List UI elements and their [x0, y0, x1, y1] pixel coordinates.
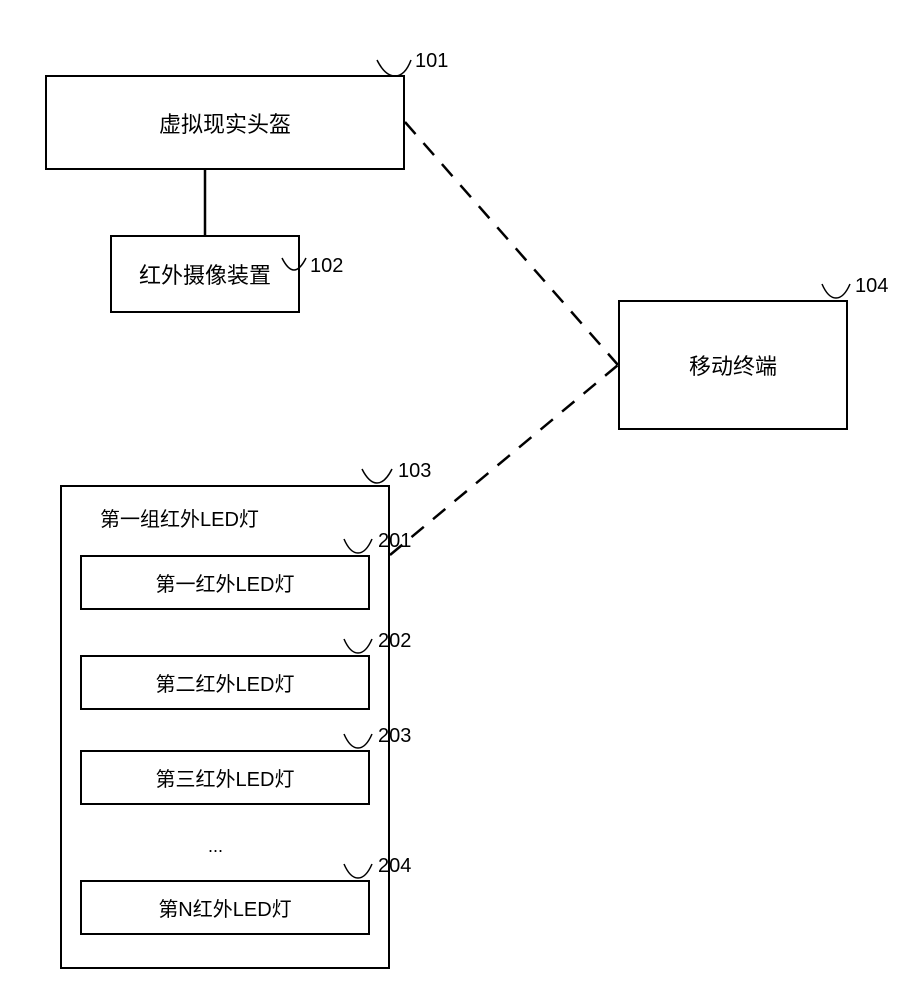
ref-103: 103 — [398, 460, 431, 483]
dashed-line-helmet-terminal — [405, 122, 618, 365]
ir-camera-box: 红外摄像装置 — [110, 235, 300, 313]
ref-202: 202 — [378, 630, 411, 653]
led2-label: 第二红外LED灯 — [156, 668, 295, 697]
ir-camera-label: 红外摄像装置 — [139, 258, 271, 290]
led3-box: 第三红外LED灯 — [80, 750, 370, 805]
vr-helmet-label: 虚拟现实头盔 — [159, 107, 291, 139]
bracket-101 — [375, 58, 413, 78]
mobile-terminal-label: 移动终端 — [689, 349, 777, 381]
ref-204: 204 — [378, 855, 411, 878]
ledN-box: 第N红外LED灯 — [80, 880, 370, 935]
led1-box: 第一红外LED灯 — [80, 555, 370, 610]
ref-104: 104 — [855, 275, 888, 298]
bracket-204 — [342, 862, 374, 882]
led1-label: 第一红外LED灯 — [156, 568, 295, 597]
ref-201: 201 — [378, 530, 411, 553]
bracket-202 — [342, 637, 374, 657]
mobile-terminal-box: 移动终端 — [618, 300, 848, 430]
bracket-102 — [280, 256, 308, 280]
led-group-title: 第一组红外LED灯 — [100, 503, 259, 532]
ref-102: 102 — [310, 255, 343, 278]
bracket-203 — [342, 732, 374, 752]
ref-101: 101 — [415, 50, 448, 73]
bracket-103 — [360, 467, 394, 487]
bracket-201 — [342, 537, 374, 557]
ellipsis: ... — [208, 836, 223, 857]
vr-helmet-box: 虚拟现实头盔 — [45, 75, 405, 170]
bracket-104 — [820, 282, 852, 302]
ref-203: 203 — [378, 725, 411, 748]
ledN-label: 第N红外LED灯 — [158, 893, 291, 922]
led2-box: 第二红外LED灯 — [80, 655, 370, 710]
led3-label: 第三红外LED灯 — [156, 763, 295, 792]
